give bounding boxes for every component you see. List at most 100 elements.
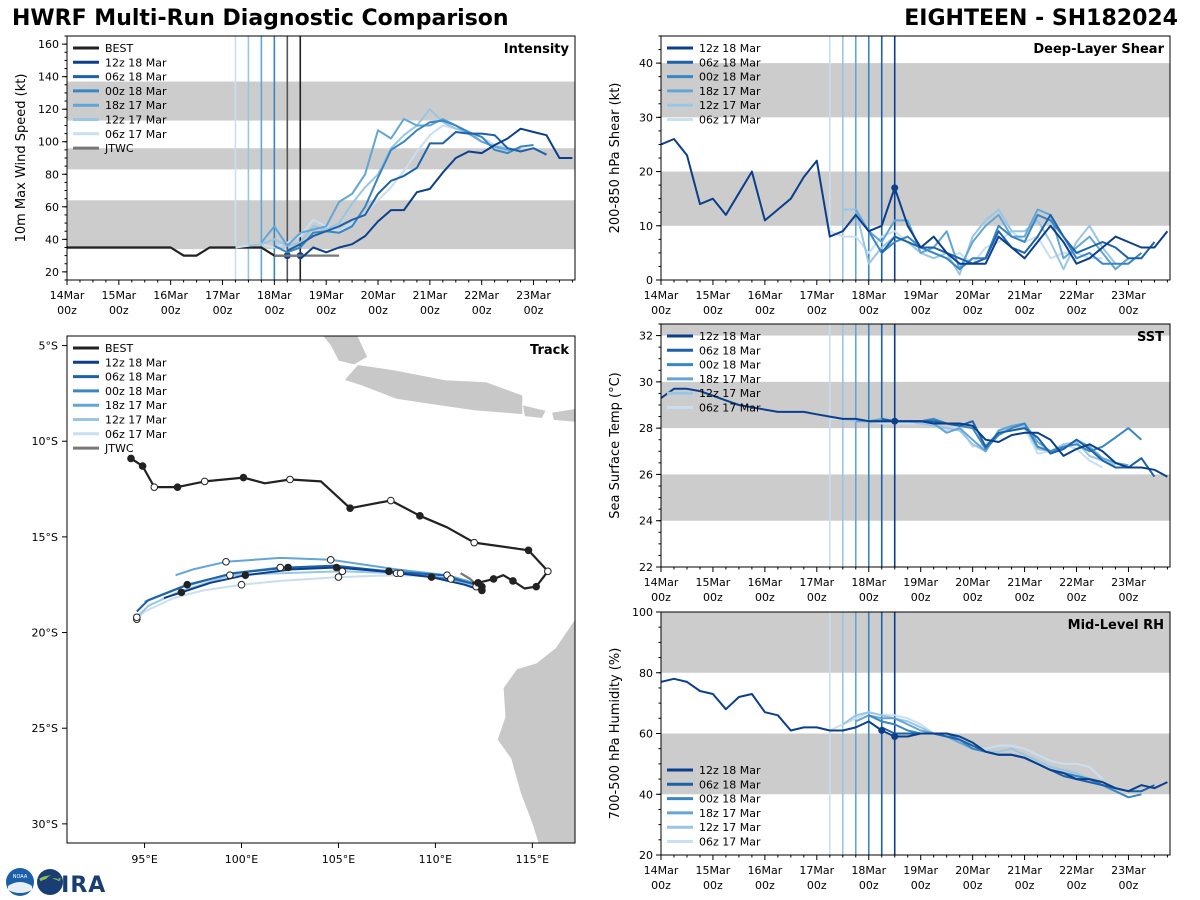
- shear-panel-title: Deep-Layer Shear: [1033, 42, 1164, 57]
- intensity-ytick-label: 120: [38, 103, 59, 116]
- intensity-ytick-label: 140: [38, 71, 59, 84]
- rh-xtick-label-hour: 00z: [1119, 879, 1139, 892]
- track-point-open: [276, 563, 285, 572]
- shear-series-r12z18: [661, 138, 1169, 265]
- rh-legend-label: 18z 17 Mar: [699, 807, 761, 820]
- rh-marker: [878, 726, 886, 734]
- shear-xtick-label: 22Mar: [1059, 289, 1094, 302]
- sst-ytick-label: 22: [639, 561, 653, 574]
- sst-xtick-label: 15Mar: [696, 576, 731, 589]
- shear-xtick-label: 14Mar: [644, 289, 679, 302]
- rh-xtick-label-hour: 00z: [911, 879, 931, 892]
- intensity-ytick-label: 80: [45, 168, 59, 181]
- intensity-series-BEST: [67, 246, 301, 257]
- storm-id-title: EIGHTEEN - SH182024: [904, 6, 1178, 31]
- globe-icon: [37, 869, 63, 895]
- shear-ylabel: 200-850 hPa Shear (kt): [608, 83, 623, 234]
- shear-legend-label: 06z 17 Mar: [699, 114, 761, 127]
- sst-xtick-label: 17Mar: [799, 576, 834, 589]
- shear-xtick-label-hour: 00z: [963, 304, 983, 317]
- track-point-filled: [346, 504, 354, 512]
- intensity-xtick-label: 23Mar: [516, 289, 551, 302]
- intensity-band: [67, 148, 575, 170]
- rh-xtick-label: 17Mar: [799, 864, 834, 877]
- intensity-legend-label: 06z 17 Mar: [105, 128, 167, 141]
- shear-xtick-label: 19Mar: [903, 289, 938, 302]
- rh-xtick-label-hour: 00z: [1067, 879, 1087, 892]
- rh-xtick-label-hour: 00z: [1015, 879, 1035, 892]
- intensity-xtick-label-hour: 00z: [472, 304, 492, 317]
- shear-xtick-label-hour: 00z: [911, 304, 931, 317]
- rh-band: [661, 612, 1170, 673]
- sst-ytick-label: 24: [639, 515, 653, 528]
- shear-panel: 0 10 20 30 40 14Mar 00z 15Mar 00z 16Mar 00z 17Mar 00…: [608, 35, 1171, 317]
- noaa-logo-text: NOAA: [13, 874, 28, 880]
- track-legend-label: JTWC: [104, 442, 134, 455]
- intensity-ytick-label: 40: [45, 233, 59, 246]
- intensity-xtick-label-hour: 00z: [213, 304, 233, 317]
- page-title: HWRF Multi-Run Diagnostic Comparison: [12, 6, 509, 31]
- intensity-ytick-label: 100: [38, 136, 59, 149]
- rh-xtick-label-hour: 00z: [651, 879, 671, 892]
- sst-legend-label: 00z 18 Mar: [699, 359, 761, 372]
- shear-series-r00z18: [867, 213, 1143, 271]
- track-ytick-label: 10°S: [32, 435, 58, 448]
- noaa-wave-icon: [8, 882, 32, 893]
- track-point-open: [222, 557, 230, 566]
- track-point-filled: [427, 573, 436, 581]
- intensity-xtick-label: 17Mar: [205, 289, 240, 302]
- track-xtick-label: 115°E: [516, 853, 549, 866]
- sst-xtick-label-hour: 00z: [807, 591, 827, 604]
- cira-logo-text: CIRA: [44, 873, 106, 898]
- shear-legend-label: 00z 18 Mar: [699, 71, 761, 84]
- sst-xtick-label-hour: 00z: [1067, 591, 1087, 604]
- sst-xtick-label: 20Mar: [955, 576, 990, 589]
- sst-ylabel: Sea Surface Temp (°C): [608, 372, 623, 519]
- track-point-filled: [183, 580, 192, 589]
- rh-xtick-label: 22Mar: [1059, 864, 1094, 877]
- sst-legend-label: 06z 18 Mar: [699, 344, 761, 357]
- rh-legend-label: 12z 17 Mar: [699, 821, 761, 834]
- intensity-xtick-label: 20Mar: [361, 289, 396, 302]
- sst-legend-label: 12z 18 Mar: [699, 330, 761, 343]
- shear-xtick-label: 17Mar: [799, 289, 834, 302]
- intensity-xtick-label: 21Mar: [412, 289, 447, 302]
- shear-legend-label: 06z 18 Mar: [699, 56, 761, 69]
- rh-panel: 20 40 60 80 100 14Mar 00z 15Mar 00z 16Mar 00z 17Mar…: [608, 606, 1171, 892]
- rh-xtick-label-hour: 00z: [703, 879, 723, 892]
- track-legend-label: 12z 18 Mar: [105, 356, 167, 369]
- sst-ytick-label: 26: [639, 468, 653, 481]
- shear-band: [661, 171, 1170, 226]
- shear-band: [661, 63, 1170, 118]
- track-point-open: [133, 613, 141, 622]
- track-point-filled: [173, 483, 182, 491]
- sst-legend-label: 18z 17 Mar: [699, 373, 761, 386]
- track-ytick-label: 5°S: [39, 340, 58, 353]
- shear-ytick-label: 20: [639, 166, 653, 179]
- sst-xtick-label: 19Mar: [903, 576, 938, 589]
- shear-xtick-label: 15Mar: [696, 289, 731, 302]
- shear-series-r18z17: [854, 208, 1130, 271]
- sst-legend-label: 06z 17 Mar: [699, 402, 761, 415]
- track-legend-label: 06z 18 Mar: [105, 371, 167, 384]
- intensity-xtick-label-hour: 00z: [161, 304, 181, 317]
- sst-frame: [660, 323, 1171, 568]
- intensity-xtick-label: 16Mar: [153, 289, 188, 302]
- track-point-open: [447, 575, 455, 583]
- rh-xtick-label-hour: 00z: [859, 879, 879, 892]
- land-mass: [497, 618, 575, 843]
- sst-ytick-label: 28: [639, 422, 653, 435]
- rh-ytick-label: 40: [639, 788, 653, 801]
- sst-band: [661, 474, 1170, 521]
- track-ytick-label: 30°S: [32, 818, 58, 831]
- shear-xtick-label: 18Mar: [851, 289, 886, 302]
- intensity-xtick-label: 15Mar: [101, 289, 136, 302]
- track-xtick-label: 105°E: [322, 853, 355, 866]
- shear-ytick-label: 30: [639, 111, 653, 124]
- land-mass: [551, 408, 575, 423]
- rh-xtick-label: 15Mar: [696, 864, 731, 877]
- sst-xtick-label-hour: 00z: [755, 591, 775, 604]
